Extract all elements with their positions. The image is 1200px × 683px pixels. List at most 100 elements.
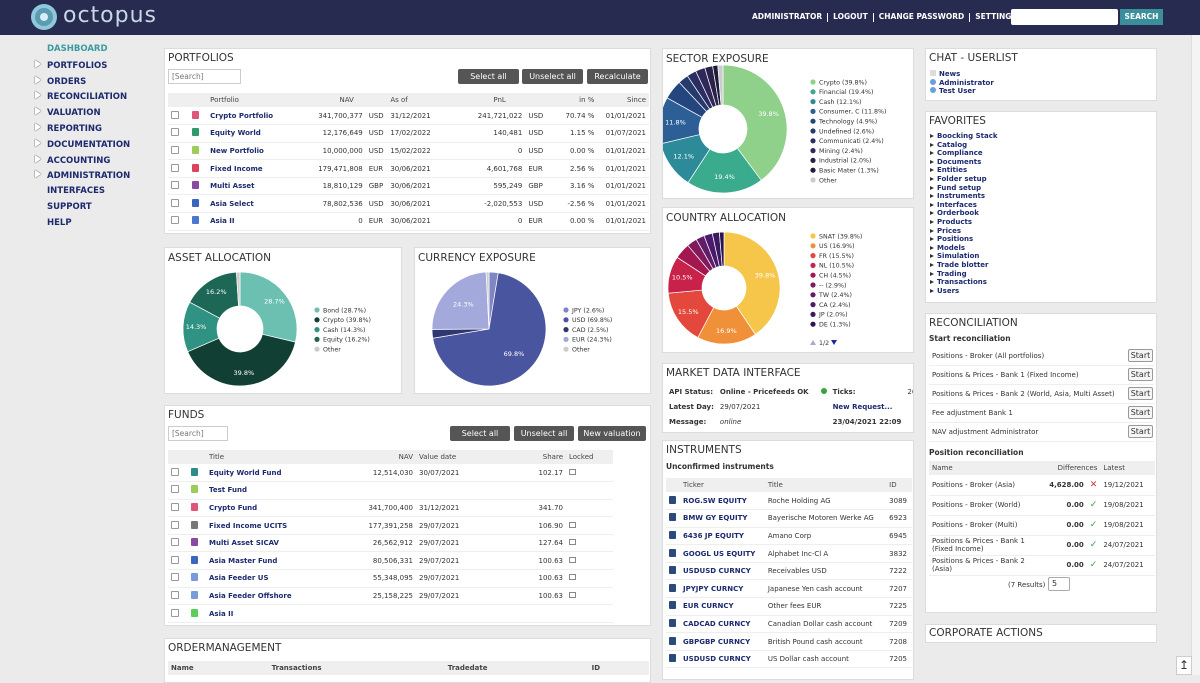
checkbox[interactable] — [171, 216, 179, 225]
checkbox[interactable] — [171, 128, 179, 137]
cell[interactable]: Equity World Fund — [206, 464, 326, 483]
checkbox[interactable] — [171, 590, 179, 599]
favorite-item[interactable]: Users — [930, 287, 959, 295]
search-box[interactable]: [Search] — [168, 69, 241, 84]
favorite-item[interactable]: Models — [930, 244, 965, 252]
sidebar-item[interactable]: ADMINISTRATION — [35, 170, 130, 181]
search-input[interactable] — [1011, 9, 1118, 25]
favorite-item[interactable]: Fund setup — [930, 184, 981, 192]
scrollbar[interactable] — [1191, 35, 1200, 675]
start-button[interactable]: Start — [1128, 349, 1153, 362]
cell[interactable]: Asia Master Fund — [206, 551, 326, 571]
favorite-item[interactable]: Products — [930, 218, 972, 226]
sidebar-item[interactable]: ACCOUNTING — [35, 154, 110, 166]
checkbox[interactable] — [171, 573, 179, 582]
sidebar-item[interactable]: INTERFACES — [35, 186, 105, 196]
start-button[interactable]: Start — [1128, 387, 1153, 400]
nav-link[interactable]: ADMINISTRATOR — [752, 12, 823, 21]
favorite-item[interactable]: Positions — [930, 235, 973, 243]
favorite-item[interactable]: Compliance — [930, 149, 983, 157]
checkbox[interactable] — [171, 485, 179, 494]
cell: GBP — [365, 177, 388, 196]
checkbox[interactable] — [171, 555, 179, 564]
sidebar-item[interactable]: HELP — [35, 218, 72, 228]
sidebar-item[interactable]: PORTFOLIOS — [35, 59, 107, 71]
button[interactable]: Unselect all — [514, 426, 574, 441]
cell[interactable]: New Request... — [832, 402, 893, 411]
checkbox[interactable] — [171, 502, 179, 511]
nav-link[interactable]: LOGOUT — [833, 12, 868, 21]
checkbox[interactable] — [171, 608, 179, 617]
cell[interactable]: USDUSD CURNCY — [680, 650, 765, 669]
cell[interactable]: Asia Select — [207, 194, 306, 214]
cell[interactable]: Test Fund — [206, 481, 326, 500]
cell[interactable]: Equity World — [207, 124, 306, 143]
cell[interactable]: EUR CURNCY — [680, 597, 765, 616]
button[interactable]: Select all — [450, 426, 510, 441]
cell[interactable]: Asia II — [207, 212, 306, 231]
favorite-item[interactable]: Transactions — [930, 278, 987, 286]
page-size-select[interactable]: 5 — [1048, 577, 1070, 591]
checkbox[interactable] — [171, 467, 179, 476]
favorite-item[interactable]: Simulation — [930, 252, 979, 260]
checkbox[interactable] — [171, 145, 179, 154]
cell[interactable]: GBPGBP CURNCY — [680, 632, 765, 651]
sidebar-item[interactable]: VALUATION — [35, 107, 101, 118]
sidebar-item[interactable]: ORDERS — [35, 75, 86, 87]
favorite-item[interactable]: Boocking Stack — [930, 132, 998, 140]
cell[interactable]: Asia II — [206, 604, 326, 623]
favorite-item[interactable]: Orderbook — [930, 209, 979, 217]
button[interactable]: Recalculate — [587, 69, 648, 84]
checkbox[interactable] — [171, 181, 179, 190]
checkbox[interactable] — [171, 198, 179, 207]
favorite-item[interactable]: Trade blotter — [930, 261, 989, 269]
cell[interactable]: Multi Asset SICAV — [206, 534, 326, 553]
favorite-item[interactable]: Prices — [930, 227, 961, 235]
cell[interactable]: New Portfolio — [207, 142, 306, 161]
sidebar-item[interactable]: RECONCILIATION — [35, 91, 127, 102]
checkbox[interactable] — [171, 520, 179, 529]
cell[interactable]: USDUSD CURNCY — [680, 562, 765, 581]
favorite-item[interactable]: Interfaces — [930, 201, 977, 209]
favorite-item[interactable]: Documents — [930, 158, 981, 166]
cell[interactable]: BMW GY EQUITY — [680, 509, 765, 528]
cell[interactable]: Multi Asset — [207, 177, 306, 196]
sidebar-item[interactable]: DASHBOARD — [35, 44, 108, 54]
cell[interactable]: Fixed Income UCITS — [206, 516, 326, 535]
search-box[interactable]: [Search] — [168, 426, 228, 441]
checkbox[interactable] — [171, 538, 179, 547]
cell[interactable]: 6436 JP EQUITY — [680, 527, 765, 546]
start-button[interactable]: Start — [1128, 406, 1153, 419]
favorite-item[interactable]: Folder setup — [930, 175, 987, 183]
chat-item[interactable]: Test User — [930, 87, 976, 95]
sidebar-item[interactable]: DOCUMENTATION — [35, 138, 130, 150]
cell[interactable]: Crypto Fund — [206, 499, 326, 518]
start-button[interactable]: Start — [1128, 368, 1153, 381]
sidebar-item[interactable]: SUPPORT — [35, 202, 92, 212]
start-button[interactable]: Start — [1128, 425, 1153, 438]
button[interactable]: Select all — [458, 69, 519, 84]
chat-item[interactable]: Administrator — [930, 78, 994, 87]
cell[interactable]: Asia Feeder Offshore — [206, 587, 326, 606]
cell[interactable]: Crypto Portfolio — [207, 107, 306, 126]
cell[interactable]: GOOGL US EQUITY — [680, 544, 765, 563]
search-button[interactable]: SEARCH — [1120, 9, 1163, 25]
nav-link[interactable]: CHANGE PASSWORD — [878, 12, 965, 21]
button[interactable]: Unselect all — [522, 69, 583, 84]
cell[interactable]: CADCAD CURNCY — [680, 615, 765, 634]
cell[interactable]: Asia Feeder US — [206, 569, 326, 588]
cell[interactable]: ROG.SW EQUITY — [680, 492, 765, 511]
favorite-item[interactable]: Entities — [930, 166, 967, 174]
button[interactable]: New valuation — [578, 426, 646, 441]
favorite-item[interactable]: Catalog — [930, 141, 967, 149]
cell[interactable]: JPYJPY CURNCY — [680, 579, 765, 599]
chat-item[interactable]: News — [930, 70, 960, 78]
checkbox[interactable] — [171, 110, 179, 119]
checkbox[interactable] — [171, 163, 179, 172]
nav-link[interactable]: SETTINGS — [975, 12, 1017, 21]
favorite-item[interactable]: Trading — [930, 270, 967, 278]
favorite-item[interactable]: Instruments — [930, 192, 985, 200]
scroll-top-button[interactable]: ↥ — [1176, 656, 1192, 675]
sidebar-item[interactable]: REPORTING — [35, 123, 102, 134]
cell[interactable]: Fixed Income — [207, 159, 306, 178]
